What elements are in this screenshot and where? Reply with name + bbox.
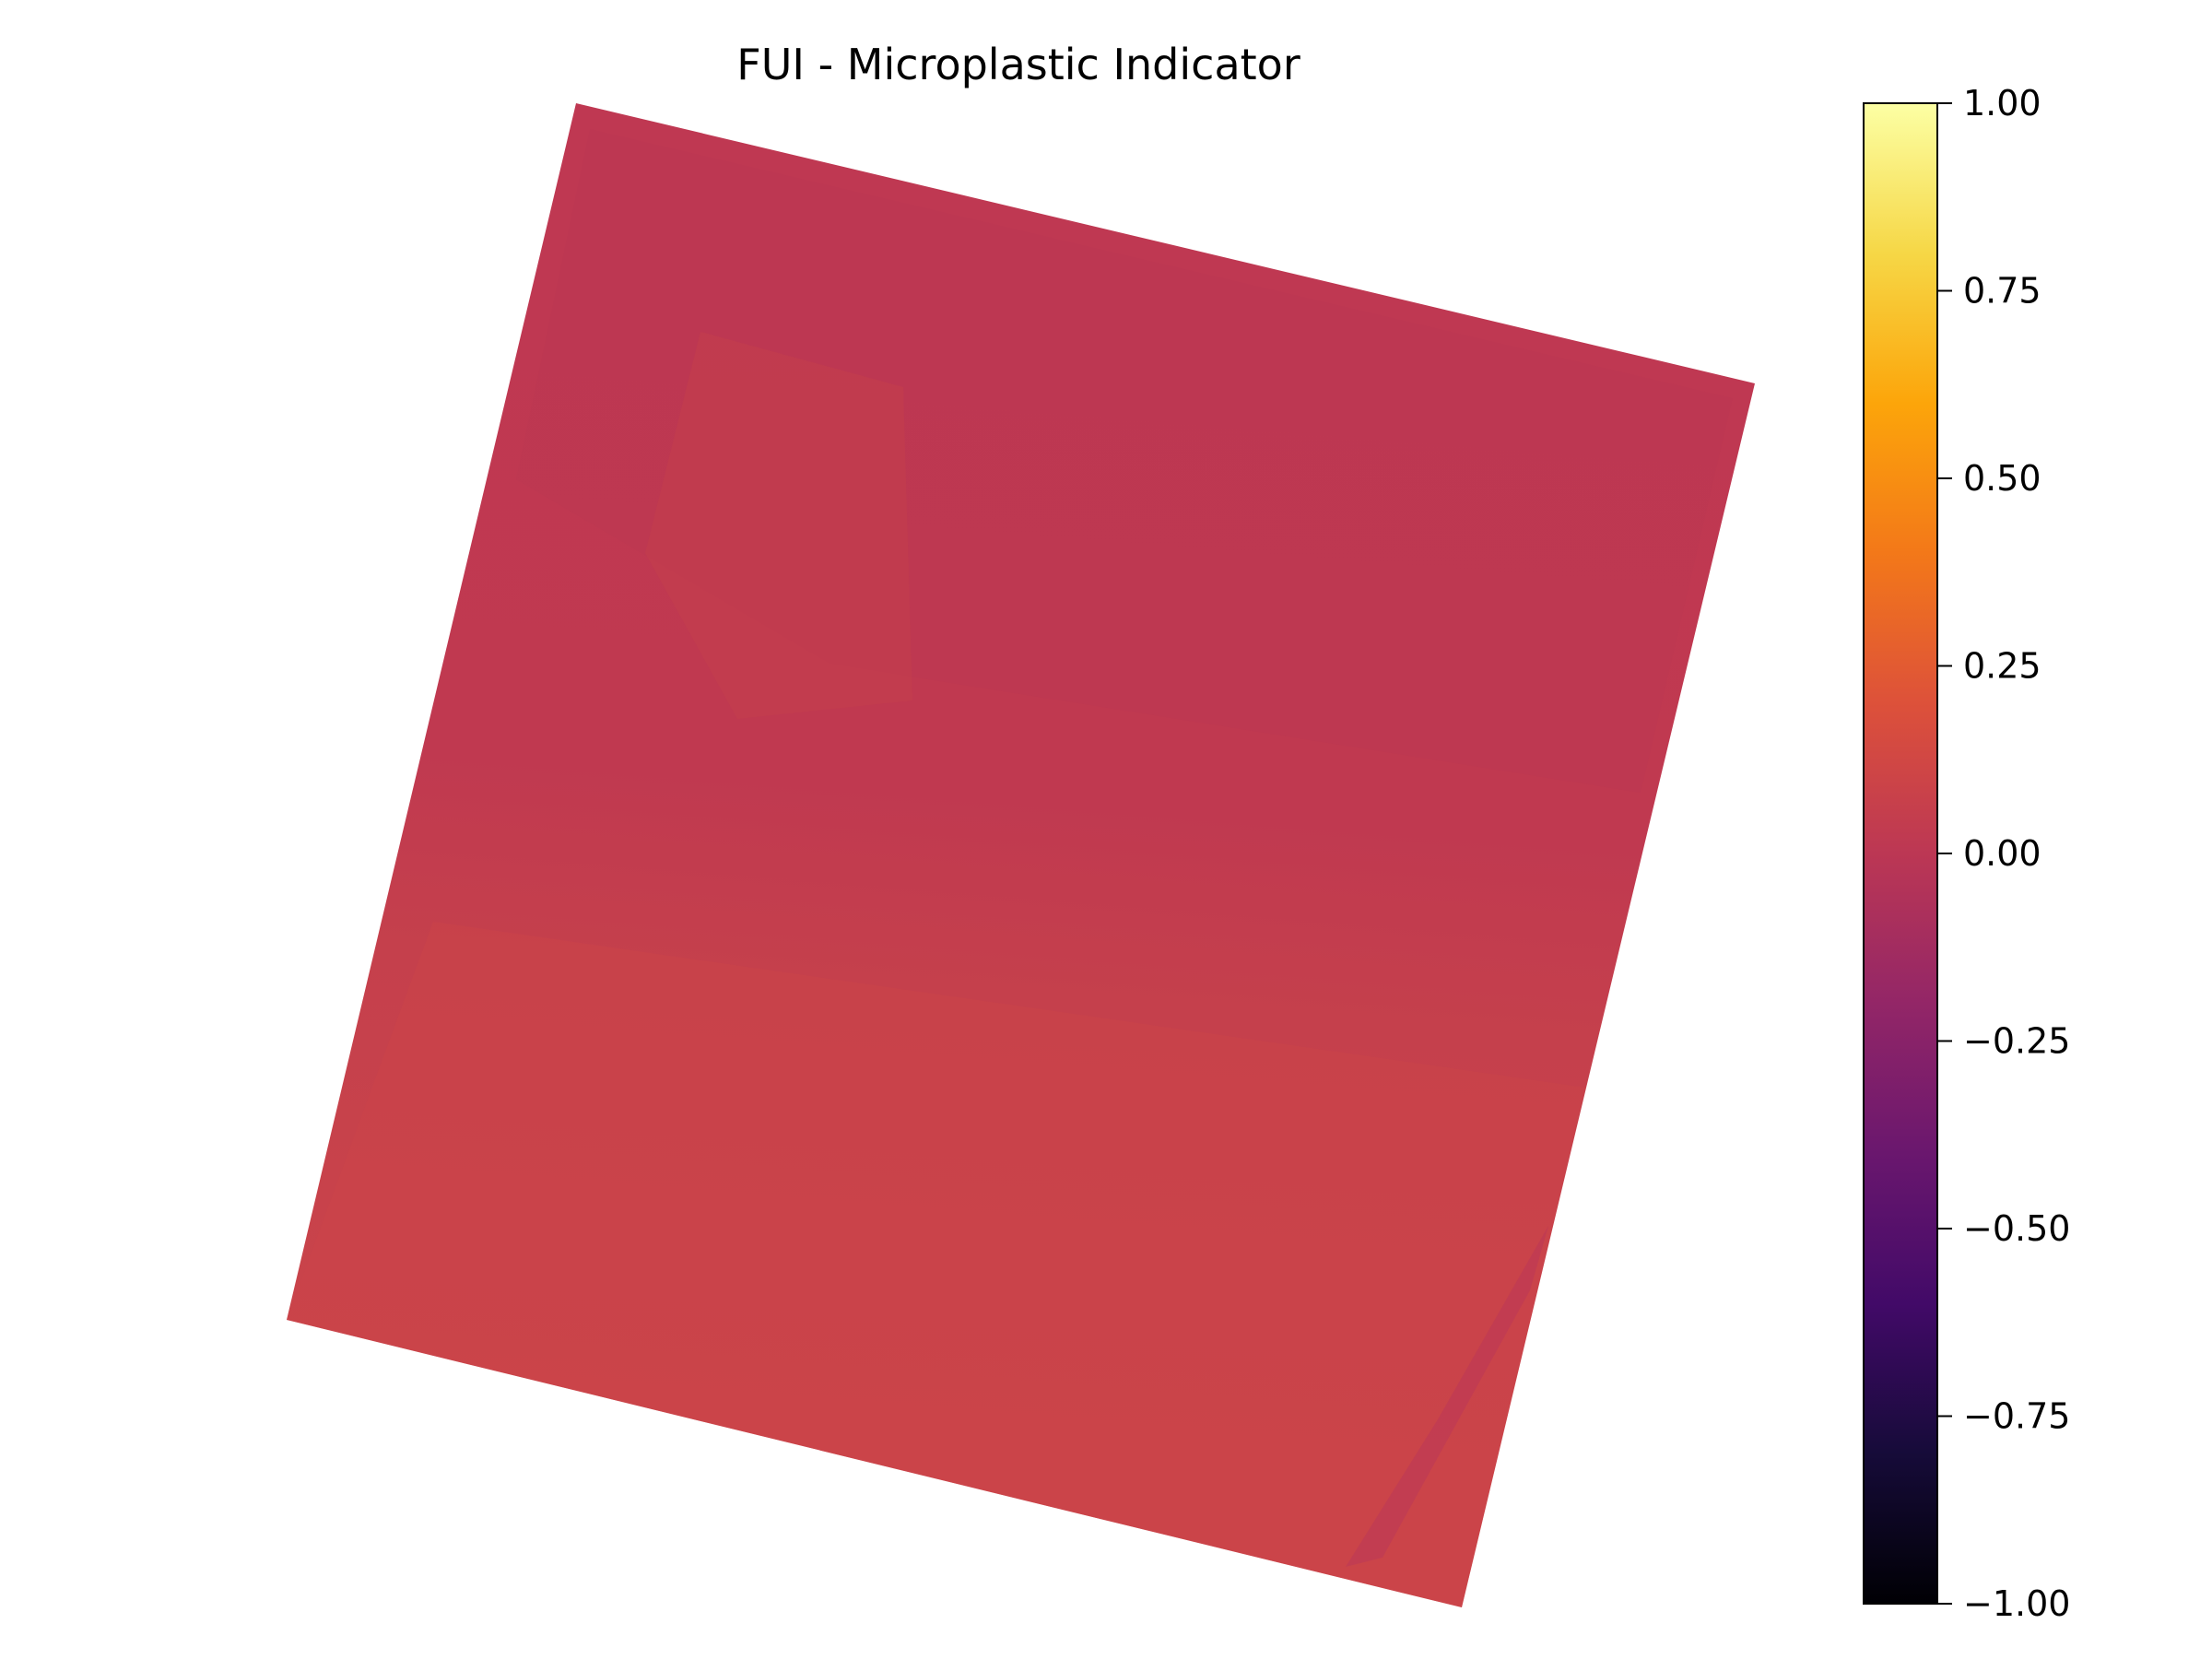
heatmap-patch-lower — [287, 922, 1585, 1607]
colorbar-tick-label: −0.25 — [1963, 1021, 2070, 1062]
heatmap-patch-upper — [516, 129, 1733, 793]
colorbar: 1.00 0.75 0.50 0.25 0.00 −0.25 −0.50 −0.75 −1.00 — [1863, 83, 2070, 1624]
heatmap-tile-area — [287, 103, 1755, 1607]
heatmap-tile — [287, 103, 1755, 1607]
colorbar-tick-label: 0.00 — [1963, 833, 2041, 874]
colorbar-tick-label: 1.00 — [1963, 83, 2041, 124]
colorbar-tick-label: 0.75 — [1963, 271, 2041, 312]
colorbar-ticks: 1.00 0.75 0.50 0.25 0.00 −0.25 −0.50 −0.75 −1.00 — [1937, 83, 2070, 1624]
chart-title: FUI - Microplastic Indicator — [736, 40, 1300, 89]
heatmap-patch-lighter-left — [645, 332, 912, 719]
colorbar-gradient — [1863, 102, 1938, 1605]
colorbar-tick-label: −0.50 — [1963, 1208, 2070, 1249]
colorbar-tick-label: −0.75 — [1963, 1396, 2070, 1437]
colorbar-tick-label: −1.00 — [1963, 1583, 2070, 1624]
colorbar-tick-label: 0.25 — [1963, 646, 2041, 687]
colorbar-tick-label: 0.50 — [1963, 458, 2041, 499]
